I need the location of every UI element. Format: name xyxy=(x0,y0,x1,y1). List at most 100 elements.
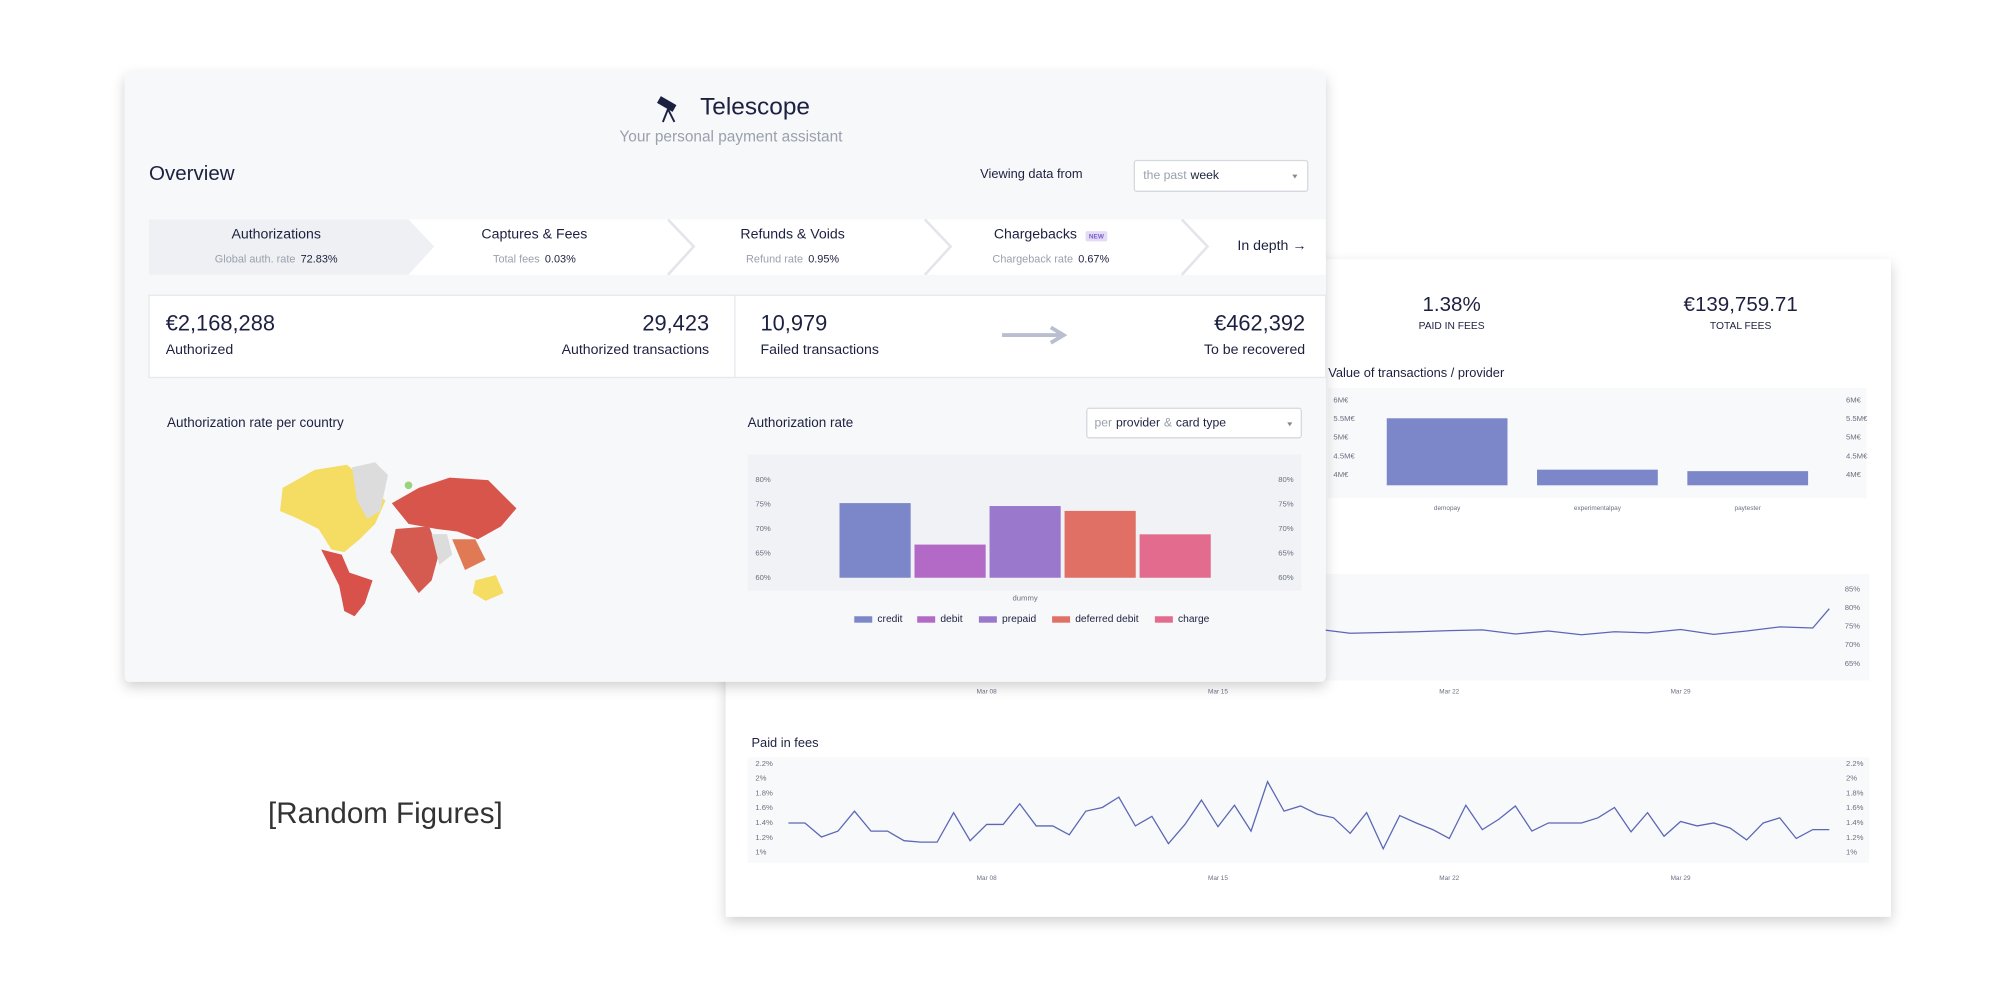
x-tick-label: Mar 08 xyxy=(977,689,997,696)
kpi-label: Authorized transactions xyxy=(562,341,709,357)
metric-value: 0.95% xyxy=(808,253,839,265)
y-tick-label: 80% xyxy=(1278,475,1294,484)
y-tick-label: 4M€ xyxy=(1846,470,1862,479)
badge xyxy=(1085,231,1108,242)
kpi-bar xyxy=(148,294,1327,379)
y-tick-label: 65% xyxy=(755,548,771,557)
active-tab-bg xyxy=(149,219,435,275)
legend-label[interactable]: charge xyxy=(1178,614,1210,625)
y-tick-label: 70% xyxy=(1845,640,1861,649)
x-tick-label: paytester xyxy=(1735,505,1762,512)
kpi-value: 29,423 xyxy=(642,311,709,336)
y-tick-label: 2% xyxy=(1846,774,1857,783)
in-depth-link[interactable]: In depth → xyxy=(1237,237,1306,253)
select-box[interactable] xyxy=(1086,407,1302,439)
select-prefix: per xyxy=(1094,416,1112,430)
chart-title: Value of transactions / provider xyxy=(1328,365,1505,380)
kpi-value: €139,759.71 xyxy=(1684,293,1798,316)
label: Viewing data from xyxy=(980,166,1082,181)
arrow xyxy=(1002,325,1068,345)
bar xyxy=(1064,510,1136,578)
select-sep: & xyxy=(1164,416,1172,430)
y-tick-label: 75% xyxy=(1845,622,1861,631)
badge-text: NEW xyxy=(1089,234,1105,241)
kpi-value: 10,979 xyxy=(760,311,827,336)
y-tick-label: 1.4% xyxy=(755,818,773,827)
legend-swatch xyxy=(978,616,997,623)
kpi-label: Authorized xyxy=(166,341,233,357)
y-tick-label: 2% xyxy=(755,774,766,783)
y-tick-label: 2.2% xyxy=(1846,759,1864,768)
select-text[interactable]: the past week xyxy=(1143,168,1220,182)
metric-label: Global auth. rate xyxy=(215,253,296,265)
select-text[interactable]: per provider & card type xyxy=(1094,416,1226,430)
caret xyxy=(1287,422,1293,427)
y-tick-label: 6M€ xyxy=(1846,395,1862,404)
telescope-icon xyxy=(657,96,677,123)
tab-label[interactable]: Authorizations xyxy=(231,226,320,242)
x-tick-label: Mar 29 xyxy=(1671,875,1691,882)
kpi-value: €462,392 xyxy=(1214,311,1305,336)
panel-title: Authorization rate xyxy=(748,415,854,430)
y-tick-label: 75% xyxy=(755,500,771,509)
period-select[interactable]: the past week xyxy=(1133,159,1309,192)
kpi-label: TOTAL FEES xyxy=(1710,321,1772,332)
y-tick-label: 1.6% xyxy=(1846,803,1864,812)
x-tick-label: Mar 15 xyxy=(1208,689,1228,696)
x-tick-label: demopay xyxy=(1434,505,1461,512)
tabs: Authorizations Global auth. rate 72.83% Cap… xyxy=(215,226,1110,266)
metric-label: Refund rate xyxy=(746,253,803,265)
app-title: Telescope xyxy=(700,93,810,120)
legend-label[interactable]: deferred debit xyxy=(1075,614,1139,625)
metric-value: 0.67% xyxy=(1078,253,1109,265)
select-value: card type xyxy=(1176,416,1226,430)
y-tick-label: 60% xyxy=(755,573,771,582)
tab-label[interactable]: Refunds & Voids xyxy=(740,226,844,242)
tab-metric: Chargeback rate 0.67% xyxy=(992,253,1109,265)
tab-metric: Global auth. rate 72.83% xyxy=(215,253,338,265)
legend-label[interactable]: credit xyxy=(877,614,902,625)
world-map xyxy=(280,462,517,617)
panel-title: Authorization rate per country xyxy=(167,415,344,430)
y-tick-label: 70% xyxy=(755,524,771,533)
x-tick-label: dummy xyxy=(1013,593,1038,602)
bar xyxy=(1537,469,1658,486)
tab-label[interactable]: Captures & Fees xyxy=(481,226,587,242)
breakdown-select[interactable]: per provider & card type xyxy=(1086,407,1302,439)
kpi-value: 1.38% xyxy=(1422,293,1480,316)
tab-separators xyxy=(667,218,1210,276)
metric-label: Chargeback rate xyxy=(992,253,1073,265)
y-tick-label: 65% xyxy=(1845,659,1861,668)
y-tick-label: 60% xyxy=(1278,573,1294,582)
kpi-label: PAID IN FEES xyxy=(1419,321,1485,332)
front-card: Telescope Your personal payment assistan… xyxy=(124,71,1327,682)
legend-label[interactable]: prepaid xyxy=(1002,614,1037,625)
select-box[interactable] xyxy=(1133,159,1309,192)
legend-swatch xyxy=(917,616,936,623)
y-tick-label: 4.5M€ xyxy=(1333,451,1355,460)
y-tick-label: 80% xyxy=(1845,603,1861,612)
tab-label[interactable]: Chargebacks xyxy=(994,226,1077,242)
y-tick-label: 85% xyxy=(1845,584,1861,593)
x-tick-label: Mar 29 xyxy=(1671,689,1691,696)
y-tick-label: 4.5M€ xyxy=(1846,451,1868,460)
x-tick-label: experimentalpay xyxy=(1574,505,1622,512)
kpi-label: To be recovered xyxy=(1204,341,1305,357)
y-tick-label: 1% xyxy=(1846,848,1857,857)
x-tick-label: Mar 08 xyxy=(977,875,997,882)
y-tick-label: 1.8% xyxy=(1846,788,1864,797)
y-tick-label: 1.6% xyxy=(755,803,773,812)
select-value: provider xyxy=(1116,416,1160,430)
y-tick-label: 1.2% xyxy=(755,833,773,842)
x-tick-label: Mar 22 xyxy=(1439,875,1459,882)
legend-label[interactable]: debit xyxy=(940,614,962,625)
legend-swatch xyxy=(1052,616,1071,623)
bar xyxy=(914,544,986,578)
y-tick-label: 65% xyxy=(1278,548,1294,557)
bar xyxy=(1139,534,1211,578)
tab-metric: Refund rate 0.95% xyxy=(746,253,839,265)
caret xyxy=(1292,174,1298,179)
bar xyxy=(1386,418,1508,486)
select-prefix: the past xyxy=(1143,168,1187,182)
